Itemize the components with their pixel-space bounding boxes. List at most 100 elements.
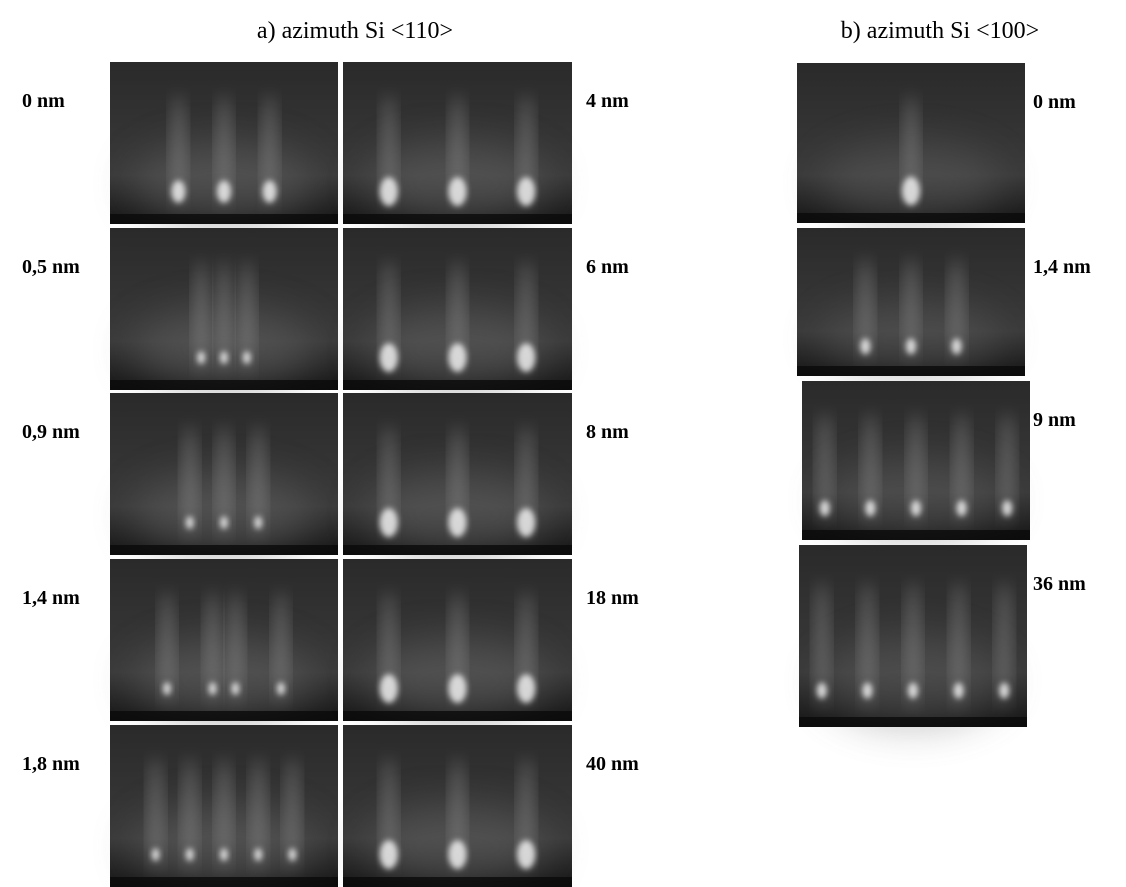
spot [448,840,467,869]
streak [195,260,208,374]
streak [240,260,253,374]
rheed-image [343,62,572,224]
streak [218,757,230,871]
streak [275,591,287,705]
streak [864,412,877,525]
streak [218,425,230,539]
spot [254,516,263,529]
spot [448,343,467,372]
spot [185,848,194,861]
spot [448,674,467,703]
rheed-image [343,725,572,887]
streaks [818,412,1014,525]
thickness-label: 0 nm [22,90,65,112]
streaks [149,757,299,871]
spot [217,180,231,203]
rheed-image [110,725,338,887]
rheed-image [110,62,338,224]
spot [197,351,206,364]
spot [816,682,827,699]
spot [231,682,240,695]
spot [208,682,217,695]
streak [815,581,828,709]
spot [448,177,467,207]
spot [277,682,285,695]
spot [220,516,228,529]
spot [860,338,871,355]
image-bottom [802,530,1030,540]
spot [517,177,536,207]
panel-title: b) azimuth Si <100> [841,18,1039,44]
thickness-label: 36 nm [1033,573,1086,595]
image-bottom [343,711,572,721]
spot [448,508,467,537]
thickness-label: 1,8 nm [22,753,80,775]
spot [171,180,186,203]
streak [252,757,265,871]
thickness-label: 8 nm [586,421,629,443]
rheed-image [343,228,572,390]
streaks [859,257,963,362]
streak [955,412,968,525]
spot [379,840,398,869]
streak [206,591,219,705]
spot [379,343,398,372]
spot [379,674,398,703]
spot [951,338,962,355]
image-bottom [110,877,338,887]
spot [906,338,916,355]
streak [861,581,874,709]
image-bottom [343,380,572,390]
streak [229,591,242,705]
spot [902,176,920,206]
streak [218,94,230,208]
streak [998,581,1011,709]
spot [262,180,277,203]
spot [379,177,398,207]
streak [161,591,173,705]
image-bottom [343,214,572,224]
spot [1002,500,1013,517]
streaks [183,425,265,539]
spot [242,351,251,364]
image-bottom [797,366,1025,376]
image-bottom [110,380,338,390]
streak [910,412,922,525]
spot [862,682,873,699]
spot [151,848,160,861]
streak [818,412,831,525]
image-bottom [110,214,338,224]
streak [183,425,196,539]
streak [950,257,963,362]
rheed-image [343,393,572,555]
spot [185,516,194,529]
image-bottom [110,711,338,721]
spot [254,848,263,861]
panel-title: a) azimuth Si <110> [257,18,453,44]
spot [379,508,398,537]
streak [952,581,965,709]
streaks [379,260,536,374]
streak [252,425,265,539]
rheed-image [110,393,338,555]
spot [819,500,830,517]
streak [218,260,230,374]
thickness-label: 9 nm [1033,409,1076,431]
rheed-image [799,545,1027,727]
spot [220,351,228,364]
thickness-label: 18 nm [586,587,639,609]
spot [288,848,297,861]
rheed-image [110,228,338,390]
streaks [171,94,277,208]
spot [163,682,171,695]
thickness-label: 0,5 nm [22,256,80,278]
streak [1001,412,1014,525]
streaks [815,581,1011,709]
rheed-image [797,63,1025,223]
thickness-label: 6 nm [586,256,629,278]
spot [517,840,536,869]
thickness-label: 4 nm [586,90,629,112]
spot [999,682,1010,699]
diffuse-glow [132,640,316,721]
